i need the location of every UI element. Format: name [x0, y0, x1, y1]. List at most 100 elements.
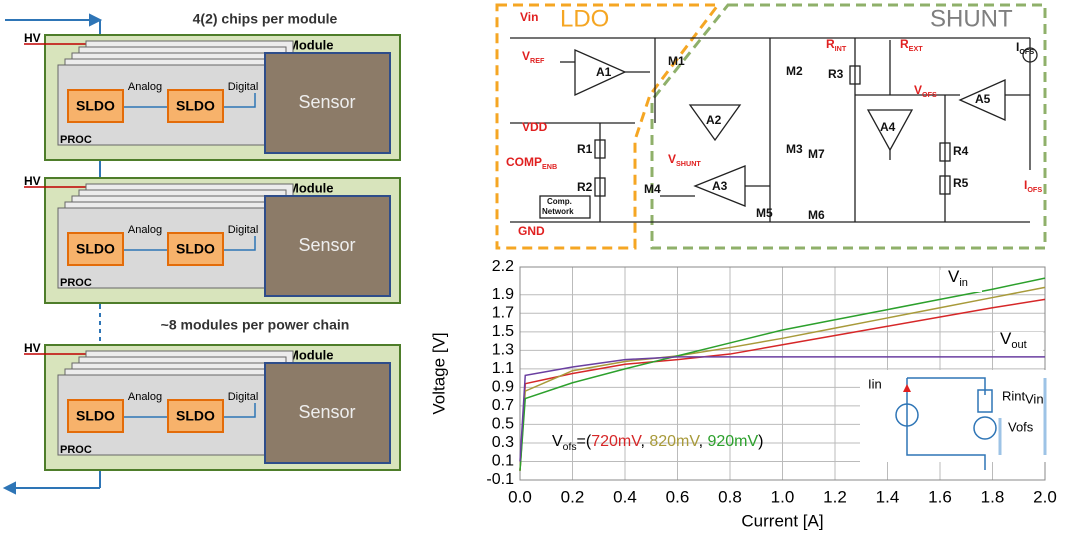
- figure: 4(2) chips per module ~8 modules per pow…: [0, 0, 1078, 537]
- hv-label: HV: [24, 31, 41, 45]
- y-tick-label: 1.9: [492, 286, 514, 303]
- y-tick-label: 2.2: [492, 258, 514, 275]
- schematic-label: M4: [644, 182, 661, 196]
- label-base: R: [900, 37, 909, 51]
- schematic-label: Comp.: [547, 197, 572, 206]
- schematic-label: M7: [808, 147, 825, 161]
- schematic-label: R3: [828, 67, 844, 81]
- vofs-open: =(: [577, 433, 592, 450]
- label-base: R: [826, 37, 835, 51]
- sldo-label: SLDO: [176, 98, 215, 114]
- schematic-label: A5: [975, 92, 991, 106]
- label-base: R4: [953, 144, 969, 158]
- sldo-label: SLDO: [76, 241, 115, 257]
- label-base: Vin: [520, 10, 538, 24]
- label-base: M3: [786, 142, 803, 156]
- label-base: R2: [577, 180, 593, 194]
- label-sub: ENB: [542, 162, 557, 171]
- vofs-value: 720mV: [591, 433, 642, 450]
- vofs-base: V: [552, 433, 563, 450]
- schematic-label: A3: [712, 179, 728, 193]
- sldo-label: SLDO: [176, 241, 215, 257]
- sldo-label: SLDO: [76, 98, 115, 114]
- label-base: A4: [880, 120, 896, 134]
- label-base: V: [522, 49, 530, 63]
- label-base: A1: [596, 65, 612, 79]
- x-axis-label: Current [A]: [741, 511, 823, 530]
- ldo-label: LDO: [560, 5, 609, 32]
- schematic-label: R2: [577, 180, 593, 194]
- digital-label: Digital: [228, 81, 259, 93]
- digital-label: Digital: [228, 224, 259, 236]
- page: {"left_diagram": {"title": "4(2) chips p…: [0, 0, 1078, 537]
- label-base: R3: [828, 67, 844, 81]
- sensor-label: Sensor: [298, 92, 355, 112]
- label-base: V: [668, 152, 676, 166]
- label-sub: REF: [530, 56, 545, 65]
- schematic-label: REXT: [900, 37, 923, 53]
- circuit-wires: [510, 38, 1037, 222]
- label-base: VDD: [522, 120, 548, 134]
- arrow-head: [90, 15, 100, 25]
- diagram-title: 4(2) chips per module: [193, 11, 338, 27]
- module-label: Module: [288, 37, 334, 52]
- schematic-label: RINT: [826, 37, 847, 53]
- y-tick-label: 0.9: [492, 379, 514, 396]
- schematic-label: Network: [542, 207, 574, 216]
- schematic-label: VDD: [522, 120, 548, 134]
- x-tick-label: 0.2: [561, 487, 585, 506]
- x-tick-label: 0.0: [508, 487, 532, 506]
- hv-label: HV: [24, 341, 41, 355]
- y-tick-label: 0.7: [492, 397, 514, 414]
- x-tick-label: 1.8: [981, 487, 1005, 506]
- label-base: M5: [756, 206, 773, 220]
- schematic-label: A4: [880, 120, 896, 134]
- analog-label: Analog: [128, 391, 162, 403]
- x-tick-label: 2.0: [1033, 487, 1057, 506]
- inset-label: Rint: [1002, 388, 1026, 403]
- diagram-caption: ~8 modules per power chain: [161, 317, 350, 333]
- proc-label: PROC: [60, 134, 92, 146]
- label-base: M4: [644, 182, 661, 196]
- vofs-value: 920mV: [707, 433, 758, 450]
- schematic-label: IOFS: [1024, 178, 1042, 194]
- y-tick-label: 0.1: [492, 453, 514, 470]
- sldo-label: SLDO: [176, 408, 215, 424]
- sldo-label: SLDO: [76, 408, 115, 424]
- hv-label: HV: [24, 174, 41, 188]
- schematic-labels: LDOSHUNTVinVREFVDDCOMPENBGNDA1M1M2A2M3R1…: [506, 5, 1042, 238]
- inset-label: Vin: [1025, 391, 1044, 406]
- vofs-close: ): [758, 433, 763, 450]
- label-base: A5: [975, 92, 991, 106]
- module-label: Module: [288, 180, 334, 195]
- schematic-label: GND: [518, 224, 545, 238]
- label-sub: OFS: [1019, 47, 1034, 56]
- vout-label-base: V: [1000, 329, 1012, 348]
- vofs-sep: ,: [640, 433, 649, 450]
- vofs-sep: ,: [699, 433, 708, 450]
- shunt-label: SHUNT: [930, 5, 1013, 32]
- schematic-label: COMPENB: [506, 155, 557, 171]
- label-sub: OFS: [922, 90, 937, 99]
- label-sub: OFS: [1027, 185, 1042, 194]
- y-tick-label: 0.3: [492, 434, 514, 451]
- modules: HV Module Sensor SLDO SLDO Analog Digital PROC H…: [24, 31, 400, 470]
- label-base: A3: [712, 179, 728, 193]
- schematic-label: A1: [596, 65, 612, 79]
- y-tick-label: 1.3: [492, 342, 514, 359]
- label-sub: EXT: [909, 44, 924, 53]
- sensor-label: Sensor: [298, 402, 355, 422]
- vofs-sub: ofs: [563, 442, 577, 453]
- label-base: GND: [518, 224, 545, 238]
- y-tick-label: 0.5: [492, 416, 514, 433]
- y-tick-label: 1.7: [492, 305, 514, 322]
- y-axis-label: Voltage [V]: [429, 332, 448, 414]
- inset-label: Iin: [868, 376, 882, 391]
- schematic-label: M2: [786, 64, 803, 78]
- analog-label: Analog: [128, 81, 162, 93]
- inset-box: [860, 370, 1055, 462]
- vofs-value: 820mV: [649, 433, 700, 450]
- schematic-label: M5: [756, 206, 773, 220]
- inset-label: Vofs: [1008, 419, 1034, 434]
- schematic-label: R1: [577, 142, 593, 156]
